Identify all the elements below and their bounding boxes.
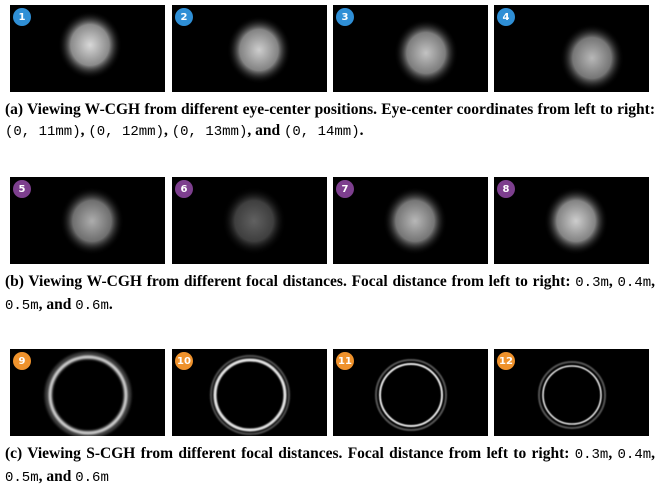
caption-text: , (651, 445, 655, 462)
caption-text: (0, 13mm) (172, 124, 248, 140)
caption-text: 0.3m (575, 275, 609, 291)
caption-text: . (360, 122, 364, 139)
image-panel: 1 (10, 5, 165, 92)
image (10, 177, 165, 264)
badge: 3 (336, 8, 354, 26)
caption-text: 0.6m (75, 470, 109, 486)
caption-text: 0.5m (5, 298, 39, 314)
image-panel: 7 (333, 177, 488, 264)
caption: (c) Viewing S-CGH from different focal d… (5, 443, 655, 489)
caption-text: 0.6m (75, 298, 109, 314)
badge: 8 (497, 180, 515, 198)
badge: 7 (336, 180, 354, 198)
caption-text: (0, 12mm) (88, 124, 164, 140)
image (494, 5, 649, 92)
caption-text: (a) Viewing W-CGH from different eye-cen… (5, 101, 655, 118)
image-panel: 10 (172, 349, 327, 436)
image (10, 349, 165, 436)
caption-text: (0, 11mm) (5, 124, 81, 140)
badge: 1 (13, 8, 31, 26)
caption-text: 0.3m (575, 447, 609, 463)
caption-text: , (609, 273, 618, 290)
image-panel: 12 (494, 349, 649, 436)
image (172, 177, 327, 264)
badge: 9 (13, 352, 31, 370)
badge: 11 (336, 352, 354, 370)
badge: 10 (175, 352, 193, 370)
caption-text: 0.4m (618, 447, 652, 463)
caption-text: (b) Viewing W-CGH from different focal d… (5, 273, 575, 290)
image-panel: 5 (10, 177, 165, 264)
badge: 12 (497, 352, 515, 370)
image (494, 177, 649, 264)
image (172, 5, 327, 92)
caption-text: 0.4m (618, 275, 652, 291)
image-panel: 6 (172, 177, 327, 264)
badge: 6 (175, 180, 193, 198)
image (333, 177, 488, 264)
caption-text: (0, 14mm) (284, 124, 360, 140)
image (172, 349, 327, 436)
page: 1234(a) Viewing W-CGH from different eye… (0, 0, 658, 491)
caption-text: (c) Viewing S-CGH from different focal d… (5, 445, 575, 462)
caption-text: , (164, 122, 172, 139)
badge: 2 (175, 8, 193, 26)
badge: 5 (13, 180, 31, 198)
image-panel: 3 (333, 5, 488, 92)
caption: (b) Viewing W-CGH from different focal d… (5, 271, 655, 317)
image (494, 349, 649, 436)
image-panel: 11 (333, 349, 488, 436)
image-panel: 8 (494, 177, 649, 264)
caption-text: . (109, 296, 113, 313)
image (333, 5, 488, 92)
image-panel: 9 (10, 349, 165, 436)
caption-text: , and (39, 296, 76, 313)
caption-text: 0.5m (5, 470, 39, 486)
caption-text: , (651, 273, 655, 290)
image (333, 349, 488, 436)
image (10, 5, 165, 92)
caption-text: , (608, 445, 617, 462)
image-panel: 2 (172, 5, 327, 92)
caption-text: , and (247, 122, 284, 139)
image-panel: 4 (494, 5, 649, 92)
caption-text: , and (39, 468, 76, 485)
caption: (a) Viewing W-CGH from different eye-cen… (5, 99, 655, 143)
badge: 4 (497, 8, 515, 26)
